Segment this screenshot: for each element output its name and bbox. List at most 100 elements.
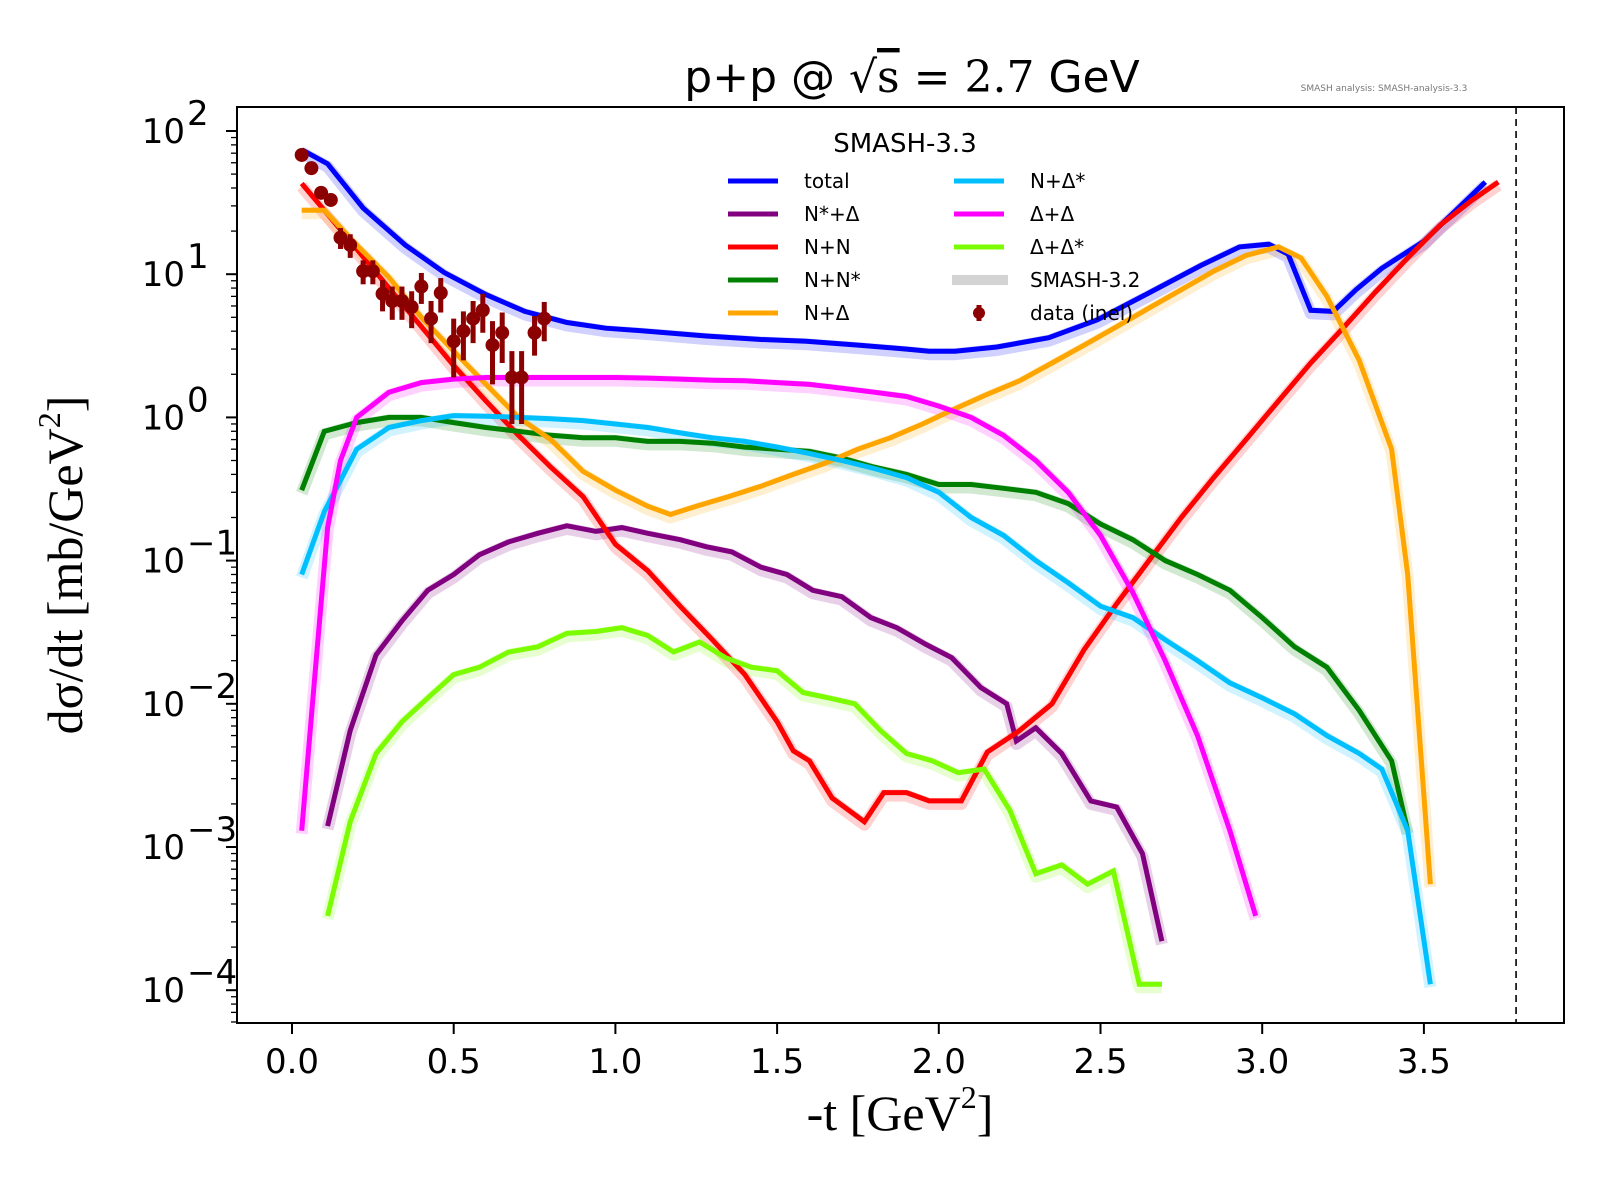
legend-title: SMASH-3.3 xyxy=(833,129,977,159)
data-point xyxy=(333,228,348,249)
data-marker xyxy=(514,370,529,385)
x-tick-label: 2.0 xyxy=(912,1042,966,1082)
data-point xyxy=(424,300,439,344)
x-tick-label: 0.0 xyxy=(265,1042,319,1082)
title-left: p+p @ xyxy=(684,52,849,103)
data-point xyxy=(304,161,319,176)
data-point xyxy=(527,316,542,356)
legend-label: SMASH-3.2 xyxy=(1030,268,1140,292)
data-marker xyxy=(527,325,542,340)
data-marker xyxy=(323,192,338,207)
data-marker xyxy=(475,303,490,318)
legend-label: Δ+Δ xyxy=(1030,202,1074,226)
x-axis-label-sup: 2 xyxy=(961,1079,977,1115)
legend-item: Δ+Δ* xyxy=(954,235,1084,259)
series-line-N+Δ* xyxy=(299,413,1433,985)
data-point xyxy=(365,260,380,285)
legend-item: N+Δ* xyxy=(954,169,1085,193)
data-marker xyxy=(485,338,500,353)
y-tick-label-exponent: −2 xyxy=(187,667,237,707)
data-marker xyxy=(356,264,371,279)
legend-label: N*+Δ xyxy=(804,202,860,226)
legend-item: N+N xyxy=(728,235,851,259)
data-marker xyxy=(456,324,471,339)
legend-item: N+N* xyxy=(728,268,861,292)
axes-frame xyxy=(236,106,1565,1024)
x-tick-label: 3.0 xyxy=(1235,1042,1289,1082)
legend-label: N+Δ* xyxy=(1030,169,1085,193)
y-tick-label-exponent: −4 xyxy=(187,953,237,993)
title-sqrt-arg: s xyxy=(877,52,900,103)
y-axis-label-main: dσ/dt [mb/GeV xyxy=(37,428,93,734)
data-point xyxy=(485,321,500,385)
data-point xyxy=(504,351,519,424)
series-line-Δ+Δ* xyxy=(325,625,1162,987)
title-unit: GeV xyxy=(1034,52,1139,103)
data-marker xyxy=(294,147,309,162)
series-line-total xyxy=(300,147,1488,354)
series-line-N+N xyxy=(299,180,1500,826)
plot-area xyxy=(294,147,1502,994)
data-point xyxy=(475,293,490,333)
legend-label: N+Δ xyxy=(804,301,850,325)
y-tick-label: 10 xyxy=(142,685,185,725)
x-axis-label-main: -t [GeV xyxy=(807,1085,961,1141)
legend-label: Δ+Δ* xyxy=(1030,235,1084,259)
y-tick-label: 10 xyxy=(142,255,185,295)
y-tick-label: 10 xyxy=(142,971,185,1011)
data-point xyxy=(456,311,471,361)
y-tick-label-exponent: 1 xyxy=(187,237,209,277)
legend-item: Δ+Δ xyxy=(954,202,1074,226)
series-layer xyxy=(299,147,1500,987)
chart-title: p+p @ √s = 2.7 GeV xyxy=(684,52,1139,103)
legend-label: N+N xyxy=(804,235,851,259)
legend-item: N+Δ xyxy=(728,301,850,325)
legend-entries: total N*+Δ N+N N+N* N+Δ N+Δ* Δ+Δ Δ+Δ* SMASH-3.2 d… xyxy=(728,169,1140,325)
data-marker xyxy=(365,264,380,279)
data-marker xyxy=(495,325,510,340)
data-marker xyxy=(424,311,439,326)
data-point xyxy=(446,318,461,378)
data-marker xyxy=(537,311,552,326)
legend-swatch-marker xyxy=(973,307,985,319)
data-points-layer xyxy=(294,147,552,424)
x-axis-ticks: 0.0 0.5 1.0 1.5 2.0 2.5 3.0 3.5 xyxy=(265,1023,1451,1082)
legend-label: N+N* xyxy=(804,268,861,292)
x-tick-label: 2.5 xyxy=(1073,1042,1127,1082)
series-line-N*+Δ xyxy=(325,523,1165,942)
legend-item: SMASH-3.2 xyxy=(952,268,1140,292)
data-point xyxy=(404,291,419,329)
data-point xyxy=(433,278,448,313)
x-axis-label: -t [GeV2] xyxy=(807,1079,994,1141)
x-tick-label: 0.5 xyxy=(427,1042,481,1082)
legend-label: total xyxy=(804,169,850,193)
data-marker xyxy=(414,279,429,294)
data-point xyxy=(294,147,309,162)
data-marker xyxy=(343,237,358,252)
series-line-N+Δ xyxy=(301,207,1433,885)
y-tick-label-exponent: −1 xyxy=(187,524,237,564)
data-point xyxy=(514,351,529,424)
data-point xyxy=(314,185,329,200)
y-axis-label: dσ/dt [mb/GeV2] xyxy=(31,396,93,735)
legend-item: N*+Δ xyxy=(728,202,860,226)
y-tick-label-exponent: 0 xyxy=(187,380,209,420)
x-tick-label: 3.5 xyxy=(1397,1042,1451,1082)
data-point xyxy=(495,312,510,363)
reference-line-N+Δ* xyxy=(296,412,1437,989)
legend-swatch-band xyxy=(952,275,1008,285)
data-point xyxy=(414,272,429,304)
x-tick-label: 1.0 xyxy=(588,1042,642,1082)
y-tick-label: 10 xyxy=(142,398,185,438)
data-marker xyxy=(333,230,348,245)
x-axis-label-end: ] xyxy=(977,1085,994,1141)
data-marker xyxy=(404,300,419,315)
y-axis-label-end: ] xyxy=(37,396,93,413)
data-point xyxy=(356,260,371,285)
data-marker xyxy=(375,286,390,301)
data-marker xyxy=(314,185,329,200)
reference-line-total xyxy=(298,147,1490,361)
